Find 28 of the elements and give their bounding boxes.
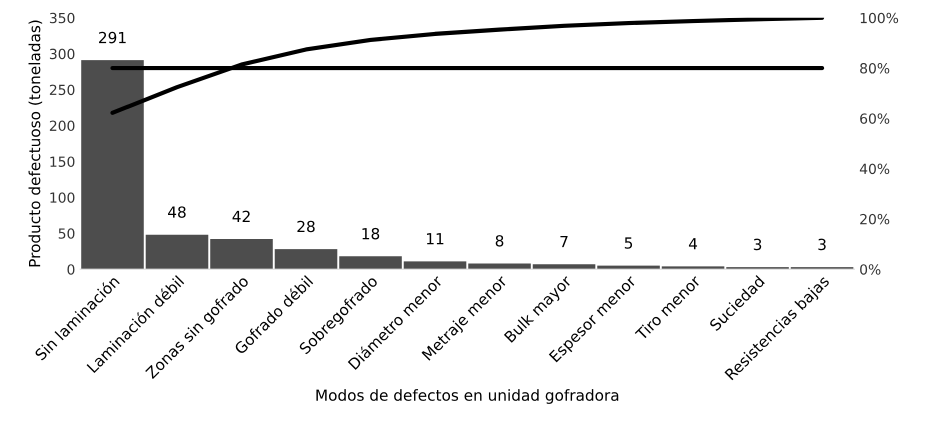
y-tick-label: 50	[58, 228, 74, 239]
data-label: 8	[496, 235, 504, 247]
y-tick-label: 350	[50, 12, 74, 24]
data-label: 48	[168, 206, 186, 218]
y-tick-label: 300	[50, 48, 74, 60]
x-axis-title: Modos de defectos en unidad gofradora	[316, 389, 618, 404]
y2-tick-label: 40%	[860, 164, 890, 174]
data-label: 18	[362, 228, 380, 240]
y-tick-label: 0	[67, 264, 74, 275]
y-tick-label: 250	[50, 84, 74, 96]
data-label: 3	[818, 238, 826, 250]
y2-tick-label: 60%	[860, 113, 890, 124]
y-axis-title: Producto defectuoso (toneladas)	[28, 20, 42, 266]
data-label: 42	[232, 210, 250, 222]
data-label: 5	[624, 237, 632, 249]
y-tick-label: 100	[50, 192, 74, 203]
data-label: 291	[99, 32, 126, 44]
y2-tick-label: 20%	[860, 214, 890, 224]
y2-tick-label: 0%	[860, 264, 880, 275]
y-tick-label: 200	[50, 120, 74, 132]
y2-tick-label: 80%	[860, 63, 890, 74]
data-label: 3	[754, 238, 762, 250]
data-label: 11	[426, 233, 444, 244]
y-tick-label: 150	[50, 156, 74, 167]
data-label: 7	[560, 236, 568, 248]
y2-tick-label: 100%	[860, 12, 898, 24]
data-label: 28	[297, 220, 315, 232]
data-label: 4	[688, 238, 698, 250]
